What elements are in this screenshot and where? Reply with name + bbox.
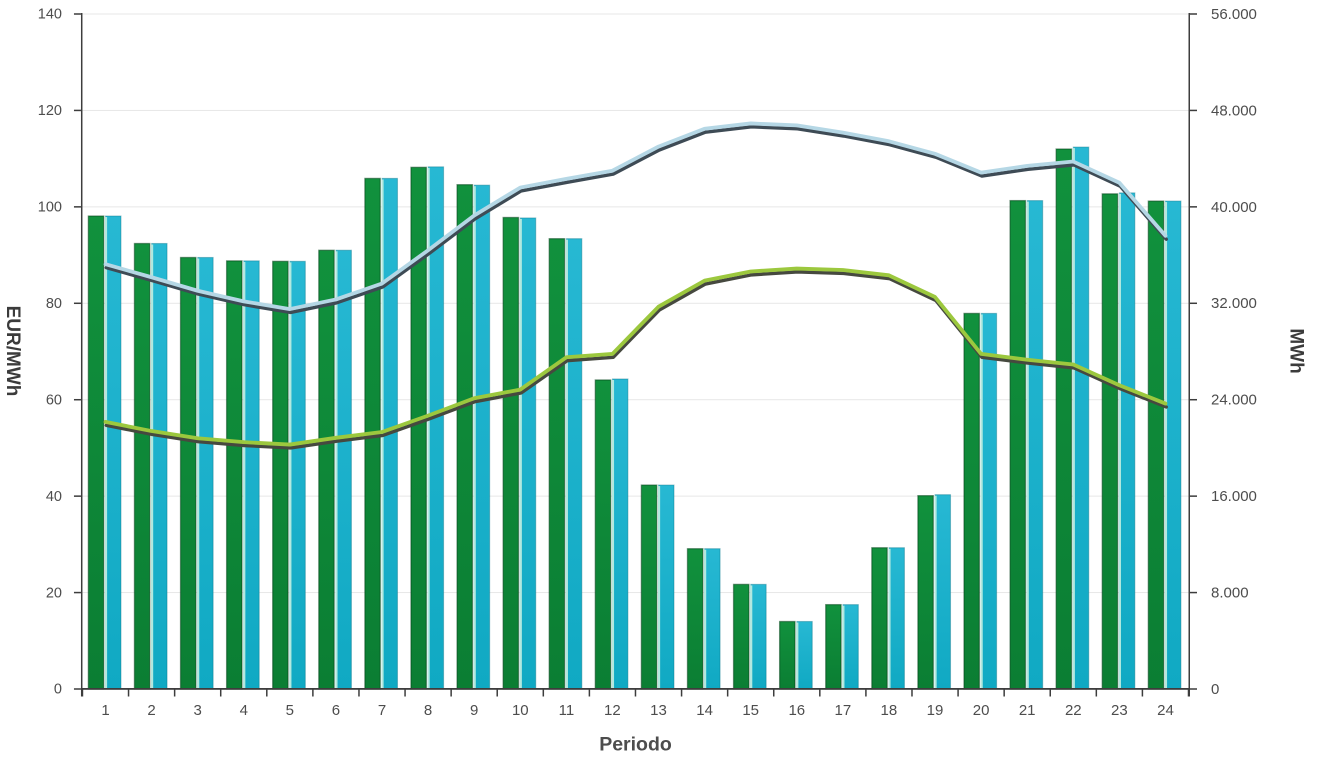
svg-text:5: 5: [286, 702, 294, 719]
svg-text:2: 2: [147, 702, 155, 719]
svg-text:EUR/MWh: EUR/MWh: [2, 306, 23, 397]
svg-text:3: 3: [194, 702, 202, 719]
svg-text:12: 12: [604, 702, 621, 719]
svg-text:24: 24: [1157, 702, 1174, 719]
svg-text:48.000: 48.000: [1211, 102, 1257, 119]
svg-text:20: 20: [46, 585, 62, 601]
svg-text:7: 7: [378, 702, 386, 719]
svg-text:21: 21: [1019, 702, 1036, 719]
svg-text:15: 15: [742, 702, 759, 719]
svg-text:40.000: 40.000: [1211, 199, 1257, 216]
svg-text:9: 9: [470, 702, 478, 719]
svg-text:Periodo: Periodo: [599, 734, 672, 756]
svg-text:8: 8: [424, 702, 432, 719]
svg-text:0: 0: [1211, 681, 1219, 698]
svg-text:20: 20: [973, 702, 990, 719]
svg-text:8.000: 8.000: [1211, 585, 1249, 602]
svg-text:16.000: 16.000: [1211, 488, 1257, 505]
svg-text:56.000: 56.000: [1211, 6, 1257, 23]
svg-text:22: 22: [1065, 702, 1082, 719]
svg-text:6: 6: [332, 702, 340, 719]
svg-text:19: 19: [927, 702, 944, 719]
svg-text:13: 13: [650, 702, 667, 719]
svg-text:1: 1: [101, 702, 109, 719]
svg-text:100: 100: [38, 200, 62, 216]
svg-text:60: 60: [46, 392, 62, 408]
svg-text:0: 0: [54, 682, 62, 698]
svg-text:16: 16: [788, 702, 805, 719]
svg-text:24.000: 24.000: [1211, 392, 1257, 409]
svg-text:80: 80: [46, 296, 62, 312]
svg-text:MWh: MWh: [1286, 328, 1307, 373]
svg-text:11: 11: [559, 702, 575, 719]
svg-text:40: 40: [46, 489, 62, 505]
svg-text:4: 4: [240, 702, 248, 719]
svg-text:120: 120: [38, 103, 62, 119]
svg-text:17: 17: [835, 702, 852, 719]
svg-text:140: 140: [38, 7, 62, 23]
svg-text:32.000: 32.000: [1211, 295, 1257, 312]
svg-text:18: 18: [881, 702, 898, 719]
svg-text:14: 14: [696, 702, 713, 719]
svg-text:23: 23: [1111, 702, 1128, 719]
svg-text:10: 10: [512, 702, 529, 719]
